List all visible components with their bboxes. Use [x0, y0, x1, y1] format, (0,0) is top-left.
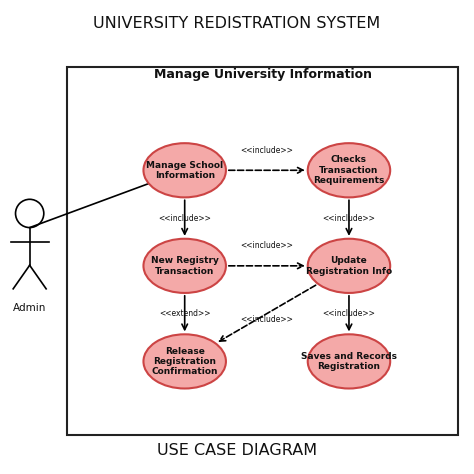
- Text: Manage University Information: Manage University Information: [154, 68, 372, 81]
- Ellipse shape: [308, 334, 390, 389]
- Ellipse shape: [144, 143, 226, 197]
- Text: UNIVERSITY REDISTRATION SYSTEM: UNIVERSITY REDISTRATION SYSTEM: [93, 16, 381, 30]
- Ellipse shape: [308, 143, 390, 197]
- Text: Manage School
Information: Manage School Information: [146, 161, 223, 180]
- Text: <<include>>: <<include>>: [240, 241, 293, 250]
- Text: New Registry
Transaction: New Registry Transaction: [151, 256, 219, 275]
- Text: <<include>>: <<include>>: [240, 315, 293, 324]
- FancyBboxPatch shape: [67, 67, 458, 435]
- Text: Release
Registration
Confirmation: Release Registration Confirmation: [152, 346, 218, 376]
- Ellipse shape: [144, 239, 226, 293]
- Text: <<include>>: <<include>>: [322, 214, 375, 223]
- Text: Checks
Transaction
Requirements: Checks Transaction Requirements: [313, 155, 384, 185]
- Ellipse shape: [144, 334, 226, 389]
- Text: Update
Registration Info: Update Registration Info: [306, 256, 392, 275]
- Text: <<include>>: <<include>>: [322, 309, 375, 318]
- Text: <<include>>: <<include>>: [240, 146, 293, 155]
- Ellipse shape: [308, 239, 390, 293]
- Text: Admin: Admin: [13, 303, 46, 313]
- Text: Saves and Records
Registration: Saves and Records Registration: [301, 352, 397, 371]
- Text: USE CASE DIAGRAM: USE CASE DIAGRAM: [157, 444, 317, 458]
- Text: <<extend>>: <<extend>>: [159, 309, 210, 318]
- Text: <<include>>: <<include>>: [158, 214, 211, 223]
